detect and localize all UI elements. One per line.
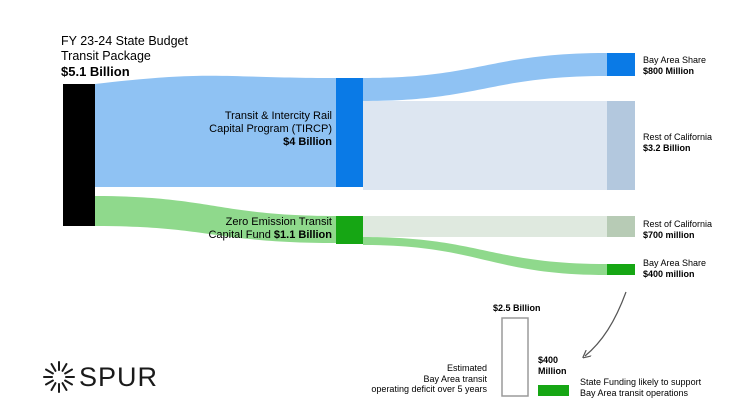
deficit-description: Estimated Bay Area transit operating def… bbox=[371, 363, 487, 395]
zetcp-line2: Capital Fund $1.1 Billion bbox=[208, 229, 332, 242]
flow-source-to-zetcp bbox=[95, 196, 336, 243]
node-tircp bbox=[336, 78, 363, 187]
source-title: FY 23-24 State Budget Transit Package $5… bbox=[61, 34, 188, 79]
deficit-amount: $2.5 Billion bbox=[493, 303, 541, 313]
target-amount: $3.2 Billion bbox=[643, 142, 691, 153]
flow-zetcp-to-bay-area bbox=[363, 237, 607, 275]
target-label-bay-area-tircp: Bay Area Share $800 Million bbox=[643, 55, 706, 76]
target-name: Rest of California bbox=[643, 219, 713, 229]
source-title-line2: Transit Package bbox=[61, 48, 151, 63]
target-label-rest-ca-zetcp: Rest of California $700 million bbox=[643, 219, 712, 240]
target-name: Rest of California bbox=[643, 132, 713, 142]
node-rest-of-california-zetcp bbox=[607, 216, 635, 237]
zetcp-label: Zero Emission Transit Capital Fund $1.1 … bbox=[208, 216, 332, 242]
funding-amount: $400 Million bbox=[538, 355, 567, 376]
flow-source-to-tircp bbox=[95, 75, 336, 187]
target-amount: $800 Million bbox=[643, 65, 695, 76]
zetcp-line2-prefix: Capital Fund bbox=[208, 228, 274, 241]
target-label-rest-ca-tircp: Rest of California $3.2 Billion bbox=[643, 132, 712, 153]
funding-line1: State Funding likely to support bbox=[580, 377, 702, 387]
deficit-bar bbox=[501, 317, 529, 397]
deficit-line3: operating deficit over 5 years bbox=[371, 384, 487, 395]
node-rest-of-california-tircp bbox=[607, 101, 635, 190]
flow-zetcp-to-rest-of-california bbox=[363, 216, 607, 237]
source-total: $5.1 Billion bbox=[61, 63, 130, 79]
flow-tircp-to-rest-of-california bbox=[363, 101, 607, 190]
target-label-bay-area-zetcp: Bay Area Share $400 million bbox=[643, 258, 706, 279]
tircp-line2: Capital Program (TIRCP) bbox=[209, 122, 332, 135]
node-bay-area-share-zetcp bbox=[607, 264, 635, 275]
deficit-line1: Estimated bbox=[446, 363, 487, 373]
zetcp-line1: Zero Emission Transit bbox=[225, 216, 332, 228]
deficit-line2: Bay Area transit bbox=[423, 373, 487, 384]
funding-amount-line2: Million bbox=[538, 365, 567, 376]
flow-tircp-to-bay-area bbox=[363, 53, 607, 101]
node-zetcp bbox=[336, 216, 363, 244]
target-amount: $700 million bbox=[643, 229, 695, 240]
funding-amount-line1: $400 bbox=[538, 355, 559, 365]
tircp-line1: Transit & Intercity Rail bbox=[224, 110, 332, 122]
state-funding-bar bbox=[538, 385, 569, 396]
source-title-line1: FY 23-24 State Budget bbox=[61, 34, 188, 48]
tircp-label: Transit & Intercity Rail Capital Program… bbox=[209, 110, 332, 149]
spur-logo-icon bbox=[43, 361, 75, 393]
target-name: Bay Area Share bbox=[643, 258, 707, 268]
funding-description: State Funding likely to support Bay Area… bbox=[580, 377, 701, 398]
target-amount: $400 million bbox=[643, 268, 695, 279]
node-bay-area-share-tircp bbox=[607, 53, 635, 76]
funding-line2: Bay Area transit operations bbox=[580, 387, 689, 398]
zetcp-amount: $1.1 Billion bbox=[273, 228, 332, 241]
target-name: Bay Area Share bbox=[643, 55, 707, 65]
spur-logo-text: SPUR bbox=[79, 362, 159, 392]
curved-arrow bbox=[585, 291, 627, 356]
node-state-budget bbox=[63, 84, 95, 226]
tircp-amount: $4 Billion bbox=[283, 135, 332, 148]
